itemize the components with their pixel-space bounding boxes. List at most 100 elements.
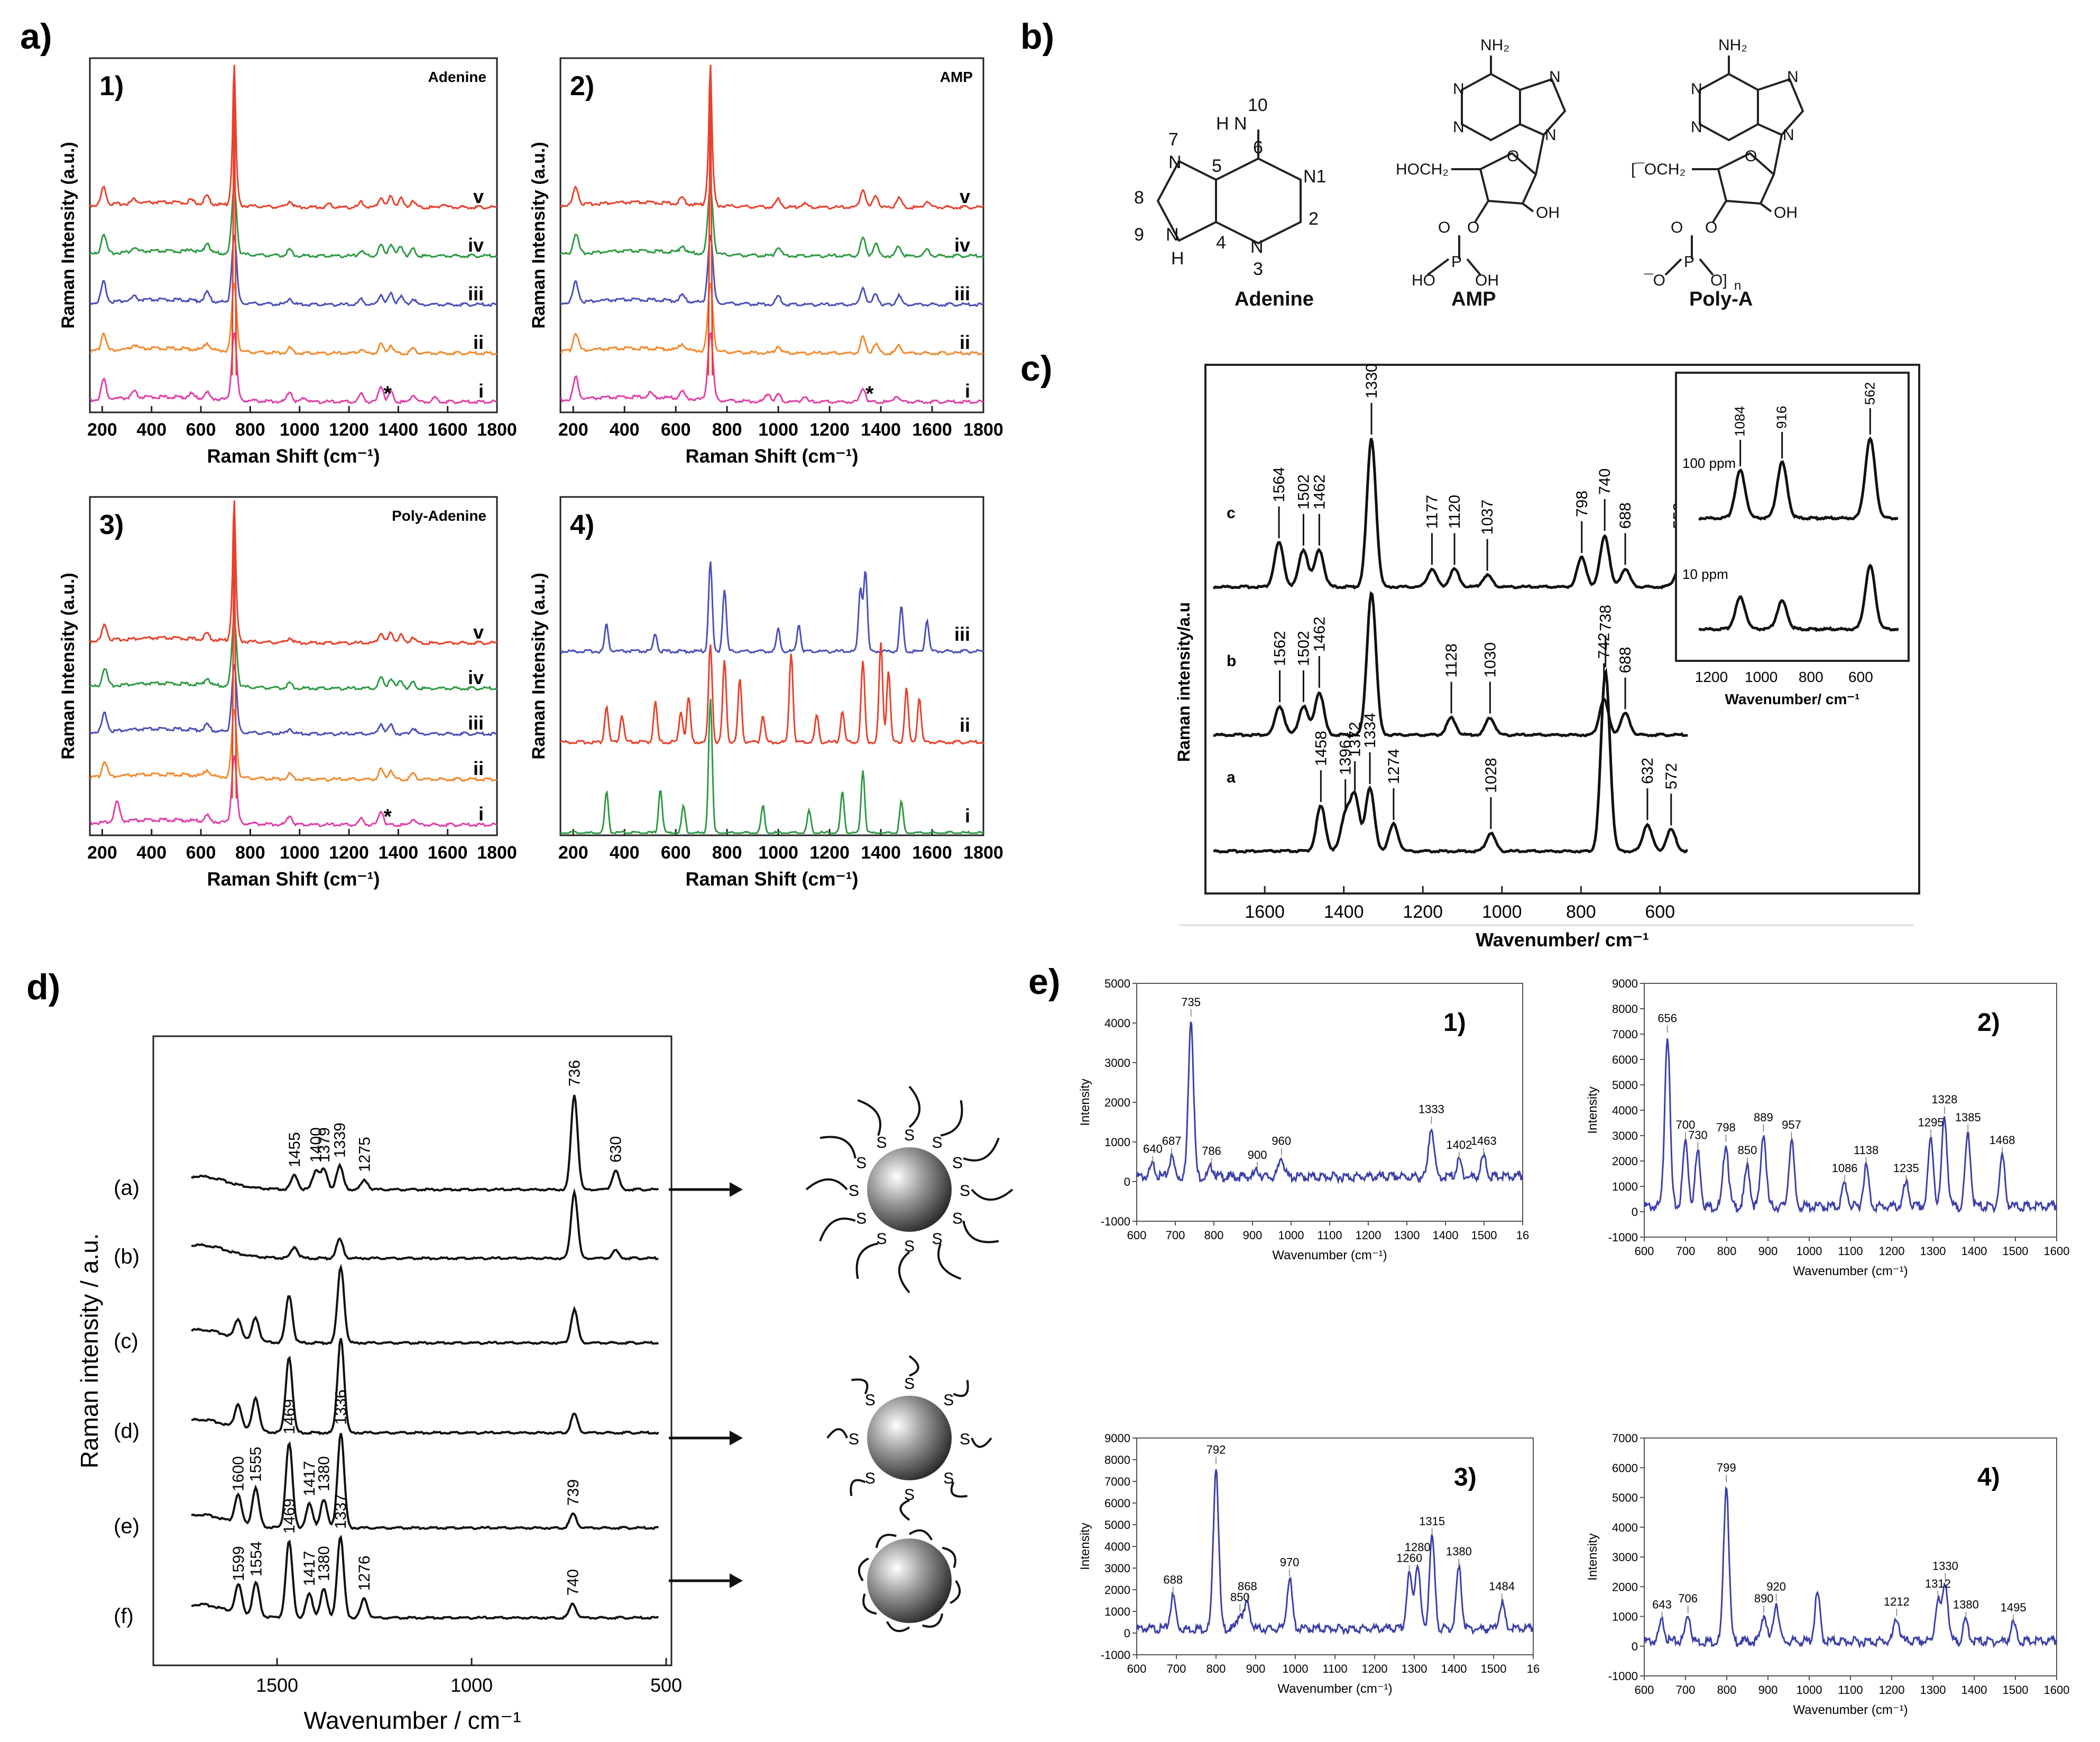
x-tick-label: 1300 bbox=[1402, 1662, 1427, 1675]
x-tick-label: 1500 bbox=[2003, 1245, 2029, 1258]
peak-label: 739 bbox=[565, 1479, 582, 1506]
y-tick-label: 8000 bbox=[1104, 1453, 1130, 1467]
series-label: (c) bbox=[114, 1330, 139, 1353]
sulfur-label: S bbox=[943, 1391, 954, 1409]
atom-label: N bbox=[1691, 118, 1702, 136]
atom-label: H bbox=[1216, 114, 1229, 134]
x-tick-label: 1600 bbox=[2044, 1683, 2070, 1697]
x-tick-label: 1000 bbox=[280, 420, 320, 440]
x-tick-label: 1800 bbox=[477, 420, 517, 440]
x-tick-label: 1400 bbox=[1441, 1662, 1467, 1675]
sulfur-label: S bbox=[856, 1155, 867, 1172]
peak-label: 1468 bbox=[1990, 1133, 2015, 1147]
peak-label: 1380 bbox=[315, 1546, 333, 1581]
spectrum-line bbox=[190, 1094, 659, 1192]
peak-label: 1469 bbox=[281, 1399, 298, 1434]
x-tick-label: 600 bbox=[661, 843, 691, 863]
atom-label: n bbox=[1734, 279, 1741, 293]
spectrum-line bbox=[1136, 1469, 1534, 1636]
dna-strand bbox=[908, 1085, 921, 1128]
panel-label-c: c) bbox=[1020, 348, 1052, 389]
x-axis-label: Wavenumber (cm⁻¹) bbox=[1793, 1264, 1908, 1278]
x-tick-label: 800 bbox=[235, 420, 265, 440]
subpanel-label: 2) bbox=[1977, 1009, 2000, 1037]
dna-strand bbox=[850, 1479, 866, 1496]
adsorbed-strand bbox=[886, 1621, 910, 1633]
peak-label: 1328 bbox=[1931, 1093, 1957, 1106]
inset-tick-label: 800 bbox=[1799, 669, 1823, 685]
peak-label: 957 bbox=[1782, 1118, 1801, 1131]
sulfur-label: S bbox=[877, 1230, 887, 1248]
series-label: a bbox=[1227, 769, 1236, 786]
x-tick-label: 1000 bbox=[758, 420, 798, 440]
x-axis-label: Wavenumber (cm⁻¹) bbox=[1277, 1682, 1392, 1696]
peak-label: 688 bbox=[1617, 647, 1634, 673]
x-tick-label: 200 bbox=[558, 843, 588, 863]
dna-strand bbox=[857, 1099, 881, 1136]
y-tick-label: 4000 bbox=[1612, 1521, 1638, 1534]
peak-label: 688 bbox=[1617, 502, 1634, 529]
peak-label: 706 bbox=[1678, 1592, 1698, 1605]
inset-tick-label: 600 bbox=[1848, 669, 1873, 685]
x-tick-label: 600 bbox=[186, 843, 216, 863]
peak-label: 1030 bbox=[1481, 642, 1499, 678]
inset-peak-label: 562 bbox=[1862, 382, 1877, 405]
series-label: ii bbox=[473, 331, 484, 353]
dna-strand bbox=[908, 1355, 919, 1377]
atom-label: 7 bbox=[1168, 130, 1178, 150]
y-tick-label: 6000 bbox=[1612, 1461, 1638, 1474]
x-tick-label: 600 bbox=[1635, 1245, 1654, 1258]
y-tick-label: -1000 bbox=[1608, 1231, 1638, 1244]
structure-name-adenine: Adenine bbox=[1235, 288, 1314, 310]
atom-label: [¯OCH₂ bbox=[1631, 161, 1685, 178]
peak-label: 742 bbox=[1596, 632, 1613, 659]
peak-label: 1396 bbox=[1337, 740, 1355, 775]
peak-label: 1380 bbox=[315, 1456, 333, 1491]
spectrum-line bbox=[191, 1264, 659, 1345]
arrow-head bbox=[730, 1182, 743, 1197]
peak-label: 1502 bbox=[1295, 474, 1312, 510]
peak-735-line bbox=[231, 506, 237, 799]
x-tick-label: 200 bbox=[558, 420, 588, 440]
subpanel-label: 3) bbox=[1454, 1463, 1477, 1491]
x-tick-label: 1500 bbox=[1471, 1229, 1497, 1242]
spectrum-line-iii bbox=[559, 561, 984, 655]
atom-label: P bbox=[1451, 253, 1462, 271]
x-tick-label: 400 bbox=[136, 420, 167, 440]
spectrum-line bbox=[1643, 1486, 2058, 1649]
subpanel-label: 2) bbox=[570, 71, 594, 102]
atom-label: HO bbox=[1412, 272, 1435, 289]
spectrum-line-i bbox=[560, 332, 984, 405]
sulfur-label: S bbox=[943, 1470, 954, 1487]
chart-e4: 600 700 800 900 1000 1100 1200 1300 1400 1500 1600… bbox=[1586, 1432, 2069, 1717]
x-axis-label: Raman Shift (cm⁻¹) bbox=[685, 445, 858, 467]
y-tick-label: 8000 bbox=[1612, 1002, 1638, 1016]
y-tick-label: 0 bbox=[1124, 1175, 1130, 1188]
peak-label: 1372 bbox=[1347, 722, 1364, 757]
y-tick-label: 9000 bbox=[1104, 1432, 1130, 1445]
peak-label: 792 bbox=[1206, 1443, 1226, 1457]
y-tick-label: 7000 bbox=[1612, 1028, 1638, 1041]
chart-d: 1500 1000 500 Wavenumber / cm⁻¹ Raman intens… bbox=[76, 1035, 682, 1734]
atom-label: O] bbox=[1710, 272, 1727, 289]
sulfur-label: S bbox=[952, 1155, 963, 1172]
peak-label: 1402 bbox=[1446, 1138, 1472, 1151]
peak-label: 1458 bbox=[1312, 731, 1330, 766]
peak-label: 730 bbox=[1688, 1128, 1708, 1141]
chart-e2: 600 700 800 900 1000 1100 1200 1300 1400 1500 1600… bbox=[1586, 977, 2069, 1278]
x-tick-label: 800 bbox=[1206, 1662, 1226, 1675]
y-tick-label: 1000 bbox=[1612, 1610, 1638, 1624]
y-axis-label: Raman Intensity (a.u.) bbox=[58, 573, 78, 759]
spectrum-line-ii bbox=[89, 282, 498, 356]
peak-label: 736 bbox=[566, 1060, 583, 1086]
x-tick-label: 1400 bbox=[379, 843, 419, 863]
peak-label: 786 bbox=[1202, 1144, 1221, 1157]
x-tick-label: 1300 bbox=[1394, 1229, 1420, 1242]
x-tick-label: 1200 bbox=[1356, 1229, 1381, 1242]
peak-label: 1600 bbox=[229, 1456, 247, 1491]
y-tick-label: -1000 bbox=[1101, 1648, 1130, 1662]
peak-label: 632 bbox=[1639, 758, 1656, 784]
y-tick-label: 5000 bbox=[1104, 977, 1130, 990]
